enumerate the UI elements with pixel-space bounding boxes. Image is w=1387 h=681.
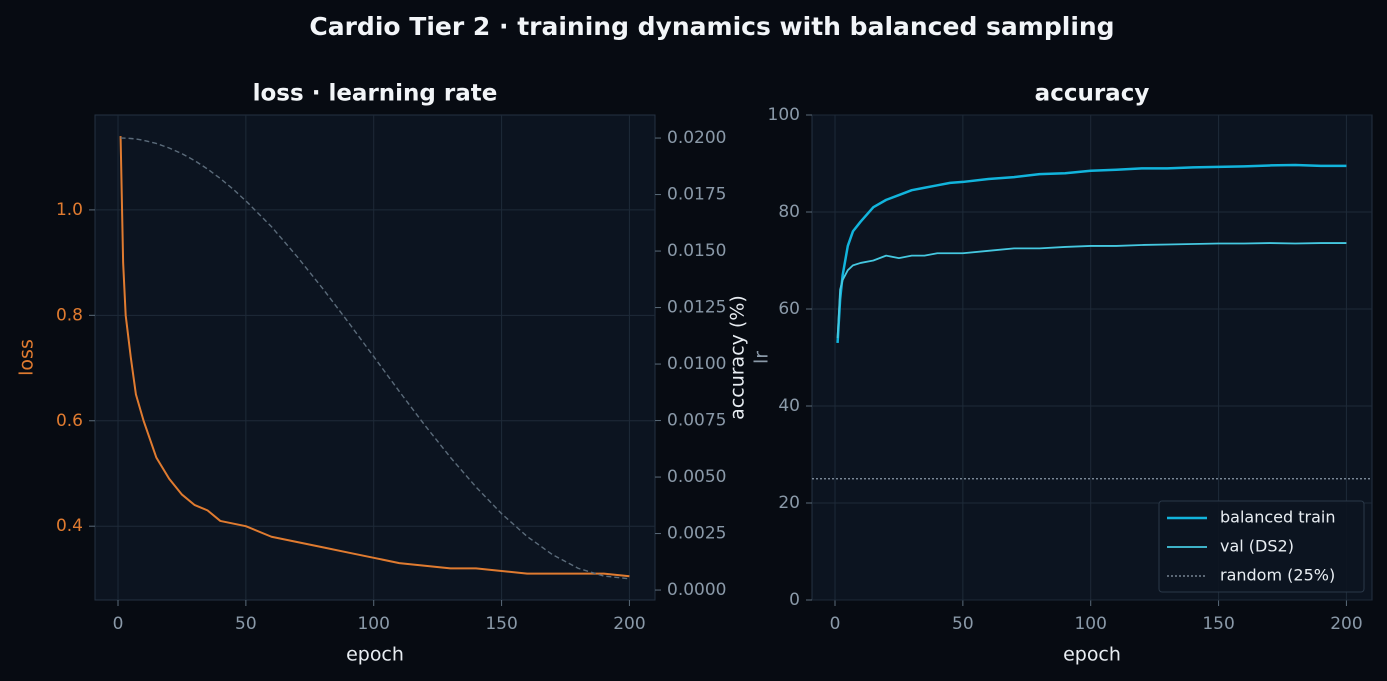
y2-tick-label: 0.0125 — [667, 298, 726, 318]
y-axis-label: accuracy (%) — [727, 295, 749, 420]
x-tick-label: 100 — [357, 614, 389, 634]
y-tick-label: 0.6 — [56, 411, 83, 431]
x-tick-label: 200 — [613, 614, 645, 634]
legend-label: balanced train — [1220, 508, 1335, 527]
y2-tick-label: 0.0200 — [667, 128, 726, 148]
legend-box — [1158, 500, 1365, 593]
series-line — [836, 242, 1347, 339]
x-tick-label: 150 — [485, 614, 517, 634]
plot-title: loss · learning rate — [253, 81, 498, 107]
x-axis-label: epoch — [1063, 644, 1121, 666]
figure-title: Cardio Tier 2 · training dynamics with b… — [309, 12, 1114, 41]
y2-tick-label: 0.0100 — [667, 354, 726, 374]
y-tick-label: 0.8 — [56, 305, 83, 325]
x-tick-label: 50 — [952, 614, 974, 634]
series-line — [119, 136, 630, 578]
y-tick-label: 1.0 — [56, 200, 83, 220]
legend-label: val (DS2) — [1220, 537, 1294, 556]
x-tick-label: 0 — [113, 614, 124, 634]
series-line — [120, 137, 630, 580]
y-tick-label: 60 — [778, 299, 800, 319]
x-axis-label: epoch — [346, 644, 404, 666]
y2-tick-label: 0.0000 — [667, 580, 726, 600]
x-tick-label: 50 — [235, 614, 257, 634]
x-tick-label: 0 — [830, 614, 841, 634]
y-tick-label: 40 — [778, 396, 800, 416]
y-tick-label: 0 — [789, 590, 800, 610]
y-tick-label: 80 — [778, 202, 800, 222]
y2-axis-label: lr — [751, 351, 773, 364]
y-tick-label: 0.4 — [56, 516, 83, 536]
series-line — [836, 163, 1347, 344]
y2-tick-label: 0.0050 — [667, 467, 726, 487]
y-axis-label: loss — [16, 339, 38, 376]
y-tick-label: 20 — [778, 493, 800, 513]
x-tick-label: 100 — [1074, 614, 1106, 634]
legend-label: random (25%) — [1220, 566, 1335, 585]
y-tick-label: 100 — [768, 105, 800, 125]
plot-title: accuracy — [1035, 81, 1150, 107]
y2-tick-label: 0.0175 — [667, 185, 726, 205]
y2-tick-label: 0.0150 — [667, 241, 726, 261]
y2-tick-label: 0.0075 — [667, 411, 726, 431]
x-tick-label: 200 — [1330, 614, 1362, 634]
x-tick-label: 150 — [1202, 614, 1234, 634]
y2-tick-label: 0.0025 — [667, 524, 726, 544]
